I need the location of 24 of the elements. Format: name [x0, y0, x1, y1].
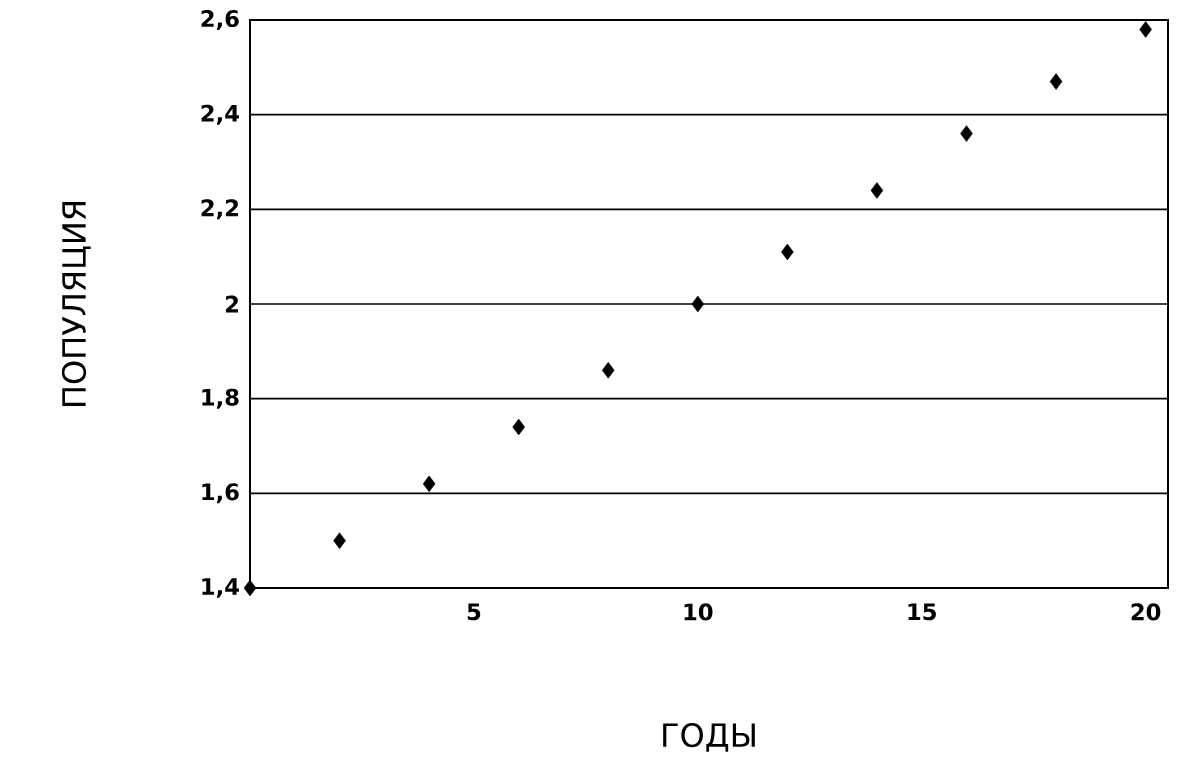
y-tick-label: 2 [225, 295, 238, 313]
y-tick-label: 2,2 [201, 199, 238, 220]
y-tick-label: 1,4 [202, 578, 239, 598]
x-tick-label: 20 [1131, 603, 1161, 621]
point [691, 295, 705, 313]
y-tick-label: 1,8 [202, 388, 239, 409]
y-tick-label: 2,4 [201, 104, 239, 125]
point [1049, 73, 1063, 90]
x-axis-title: ГОДЫ [663, 723, 755, 752]
point [243, 579, 257, 597]
y-axis-title: ПОПУЛЯЦИЯ [61, 202, 91, 406]
point [1139, 21, 1152, 38]
point [870, 182, 884, 199]
point [422, 475, 436, 493]
point [333, 532, 346, 549]
x-tick-label: 15 [908, 603, 936, 621]
point [960, 125, 973, 142]
point [601, 362, 615, 379]
y-tick-label: 2,6 [201, 9, 239, 31]
x-tick-label: 5 [467, 603, 481, 621]
y-tick-label: 1,6 [202, 483, 239, 504]
point [512, 418, 525, 436]
x-tick-label: 10 [684, 603, 713, 621]
point [781, 243, 794, 261]
